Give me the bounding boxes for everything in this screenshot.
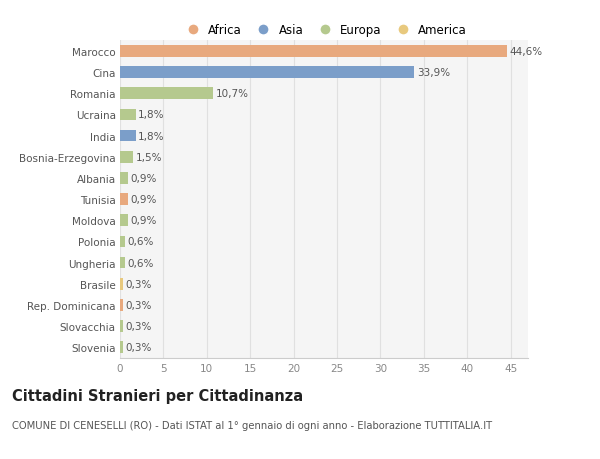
Bar [120, 194, 128, 206]
Bar [120, 215, 128, 227]
Bar [120, 130, 136, 142]
Bar [120, 109, 136, 121]
Bar [120, 257, 125, 269]
Text: 1,8%: 1,8% [138, 110, 165, 120]
Text: 0,9%: 0,9% [130, 216, 157, 226]
Bar [120, 67, 414, 79]
Bar [120, 88, 213, 100]
Bar [120, 341, 122, 353]
Text: 1,8%: 1,8% [138, 131, 165, 141]
Text: 0,9%: 0,9% [130, 174, 157, 184]
Text: 0,3%: 0,3% [125, 321, 152, 331]
Bar [120, 278, 122, 290]
Text: 33,9%: 33,9% [417, 68, 450, 78]
Bar [120, 299, 122, 311]
Bar [120, 236, 125, 248]
Text: 0,9%: 0,9% [130, 195, 157, 205]
Bar [120, 151, 133, 163]
Bar [120, 173, 128, 185]
Bar [120, 320, 122, 332]
Text: 0,3%: 0,3% [125, 300, 152, 310]
Text: 0,6%: 0,6% [128, 237, 154, 247]
Text: COMUNE DI CENESELLI (RO) - Dati ISTAT al 1° gennaio di ogni anno - Elaborazione : COMUNE DI CENESELLI (RO) - Dati ISTAT al… [12, 420, 492, 430]
Legend: Africa, Asia, Europa, America: Africa, Asia, Europa, America [179, 22, 469, 39]
Text: 1,5%: 1,5% [136, 152, 162, 162]
Text: 0,6%: 0,6% [128, 258, 154, 268]
Text: 0,3%: 0,3% [125, 342, 152, 353]
Text: 44,6%: 44,6% [510, 47, 543, 57]
Text: Cittadini Stranieri per Cittadinanza: Cittadini Stranieri per Cittadinanza [12, 388, 303, 403]
Text: 0,3%: 0,3% [125, 279, 152, 289]
Bar [120, 46, 507, 58]
Text: 10,7%: 10,7% [215, 89, 248, 99]
